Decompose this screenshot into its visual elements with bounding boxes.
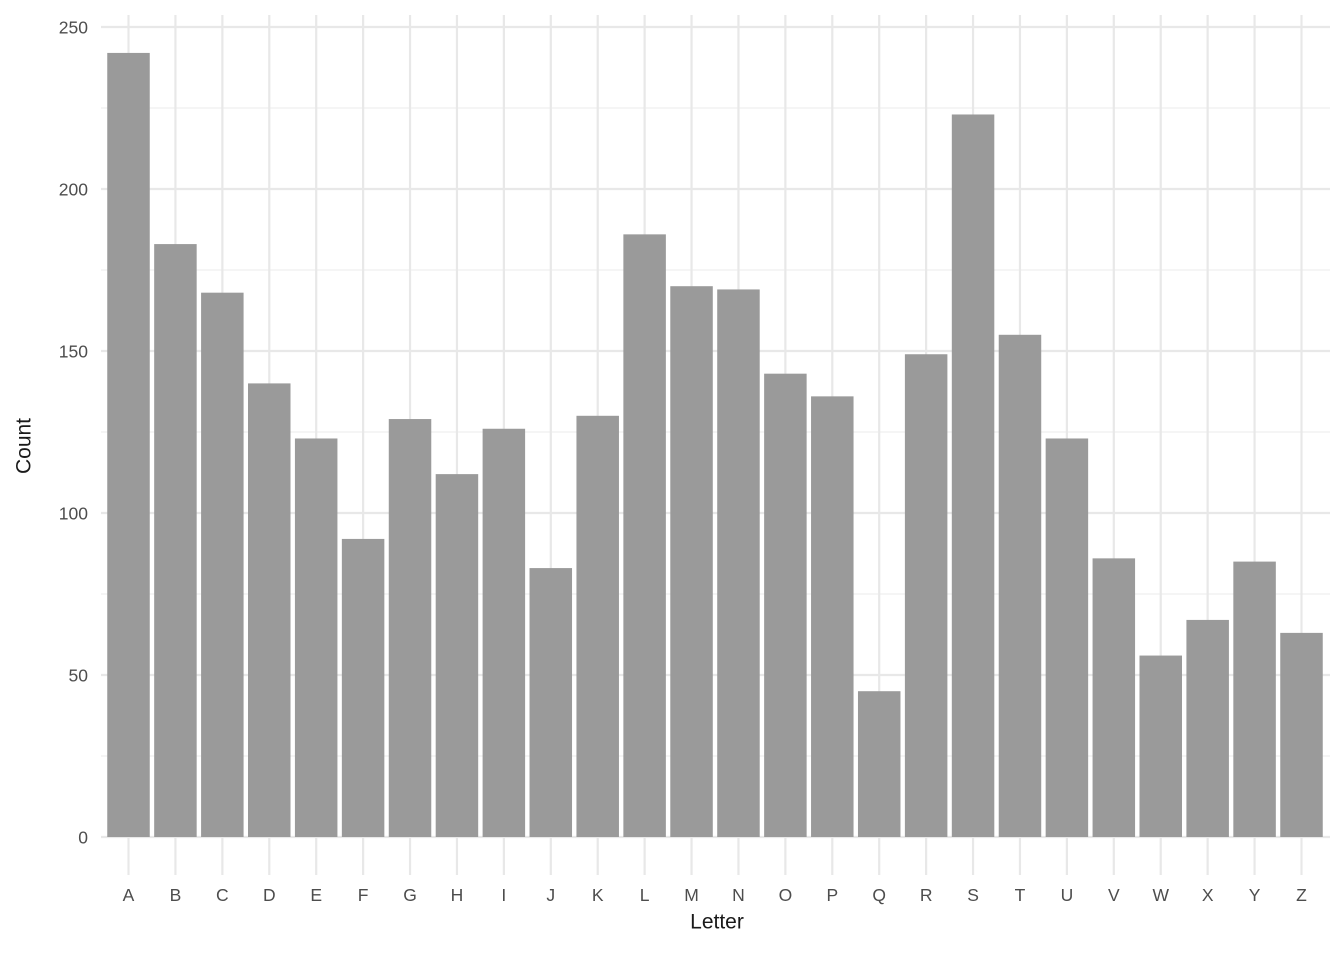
x-tick-label: V [1108, 885, 1120, 905]
x-tick-label: Y [1249, 885, 1261, 905]
x-tick-label: D [263, 885, 276, 905]
bar [1233, 561, 1276, 837]
x-tick-label: O [779, 885, 793, 905]
bar [1139, 655, 1182, 837]
bar [623, 234, 666, 838]
x-tick-label: J [546, 885, 555, 905]
x-tick-label: F [358, 885, 369, 905]
x-tick-label: R [920, 885, 933, 905]
bar [529, 568, 573, 837]
bar [435, 474, 479, 837]
bar [764, 373, 807, 837]
bar [670, 286, 713, 837]
bar [576, 415, 619, 837]
x-tick-label: G [403, 885, 417, 905]
y-tick-label: 200 [59, 180, 88, 200]
x-tick-label: E [310, 885, 322, 905]
x-tick-label: S [967, 885, 979, 905]
x-tick-label: K [592, 885, 604, 905]
x-tick-label: A [123, 885, 135, 905]
bar [998, 334, 1042, 837]
bar [857, 691, 901, 837]
bar [811, 396, 854, 837]
bar [294, 438, 338, 837]
x-tick-label: C [216, 885, 229, 905]
y-tick-label: 150 [59, 342, 88, 362]
x-tick-label: W [1152, 885, 1169, 905]
bar [951, 114, 995, 838]
x-tick-label: Q [872, 885, 886, 905]
x-tick-label: M [684, 885, 699, 905]
x-tick-label: X [1202, 885, 1214, 905]
x-tick-label: H [451, 885, 464, 905]
x-tick-label: P [826, 885, 838, 905]
bar [107, 52, 150, 838]
bar [717, 289, 760, 837]
bar [388, 419, 432, 837]
bar [341, 538, 385, 837]
x-tick-label: T [1015, 885, 1026, 905]
x-tick-label: U [1061, 885, 1074, 905]
bar [1186, 619, 1229, 837]
y-tick-label: 250 [59, 18, 88, 38]
y-tick-label: 0 [78, 828, 88, 848]
bar [904, 354, 948, 837]
y-tick-label: 100 [59, 504, 88, 524]
x-tick-label: Z [1296, 885, 1307, 905]
bar [482, 428, 526, 837]
y-tick-label: 50 [69, 666, 89, 686]
bar [154, 244, 197, 837]
bar [1045, 438, 1089, 837]
bar [1092, 558, 1136, 837]
bar [248, 383, 291, 837]
bar [1280, 632, 1323, 837]
x-axis-title: Letter [690, 910, 744, 934]
bar [201, 292, 244, 837]
x-tick-label: N [732, 885, 745, 905]
x-tick-label: B [170, 885, 182, 905]
x-tick-label: L [640, 885, 650, 905]
y-axis-title: Count [12, 417, 36, 475]
x-tick-label: I [501, 885, 506, 905]
